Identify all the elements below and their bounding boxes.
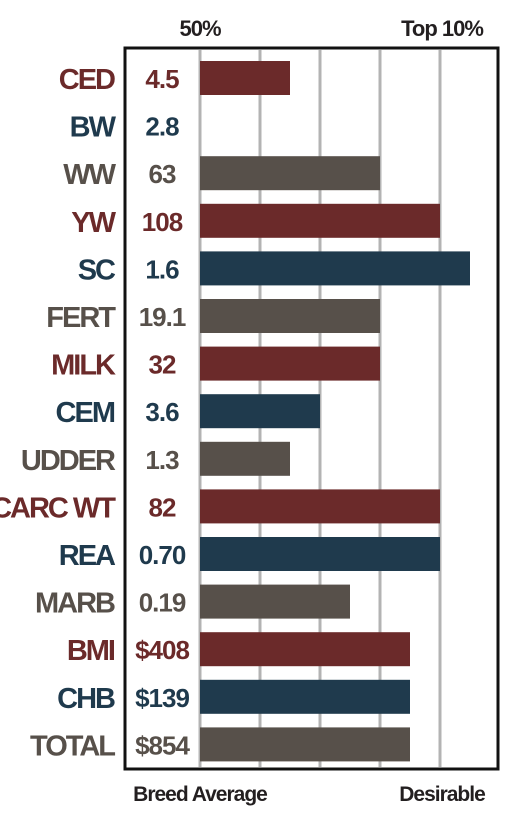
category-label: BMI xyxy=(67,635,115,667)
bar-ww xyxy=(200,156,380,191)
category-label: YW xyxy=(71,207,116,239)
value-label: 0.19 xyxy=(139,588,186,618)
bar-marb xyxy=(200,584,350,619)
category-label: UDDER xyxy=(21,445,116,477)
chart-frame xyxy=(123,46,500,771)
value-label: 0.70 xyxy=(139,540,186,570)
bar-bmi xyxy=(200,632,410,667)
value-label: 1.3 xyxy=(145,445,179,475)
value-label: 82 xyxy=(149,492,176,522)
top-label-50-percent: 50% xyxy=(179,16,220,41)
value-label: $408 xyxy=(135,635,189,665)
category-label: CED xyxy=(59,64,115,96)
bottom-label-desirable: Desirable xyxy=(399,783,485,806)
category-label: CARC WT xyxy=(0,492,116,524)
category-label: FERT xyxy=(46,302,116,334)
value-label: 19.1 xyxy=(139,302,186,332)
category-label: MILK xyxy=(51,350,116,382)
category-label: SC xyxy=(78,254,116,286)
category-label: REA xyxy=(59,540,116,572)
category-labels: CED BW WW YW SC FERT MILK CEM UDDER CARC WT REA MAR… xyxy=(0,64,119,762)
category-label: MARB xyxy=(35,588,115,620)
bar-milk xyxy=(200,346,380,381)
value-label: 32 xyxy=(149,350,176,380)
category-label: BW xyxy=(70,112,117,144)
value-labels: 4.5 2.8 63 108 1.6 19.1 32 3.6 1.3 82 0.70 0.19 $408… xyxy=(135,64,191,760)
value-label: 4.5 xyxy=(145,64,179,94)
value-label: $139 xyxy=(135,683,189,713)
bar-carc-wt xyxy=(200,489,440,524)
value-label: 3.6 xyxy=(145,397,179,427)
value-label: $854 xyxy=(135,730,190,760)
top-label-top-10-percent: Top 10% xyxy=(401,16,483,41)
category-label: CHB xyxy=(57,683,115,715)
bar-sc xyxy=(200,251,470,286)
category-label: CEM xyxy=(56,397,115,429)
value-label: 63 xyxy=(149,159,176,189)
value-label: 108 xyxy=(142,207,183,237)
category-label: WW xyxy=(63,159,116,191)
bar-cem xyxy=(200,394,320,429)
bar-total xyxy=(200,727,410,762)
bar-chb xyxy=(200,679,410,714)
value-label: 1.6 xyxy=(145,254,179,284)
bottom-label-breed-average: Breed Average xyxy=(133,783,267,806)
value-label: 2.8 xyxy=(145,112,179,142)
bar-udder xyxy=(200,441,290,476)
bar-rea xyxy=(200,537,440,571)
bar-fert xyxy=(200,299,380,333)
bars xyxy=(200,61,470,762)
category-label: TOTAL xyxy=(30,730,115,762)
bar-yw xyxy=(200,203,440,238)
bar-ced xyxy=(200,61,290,95)
